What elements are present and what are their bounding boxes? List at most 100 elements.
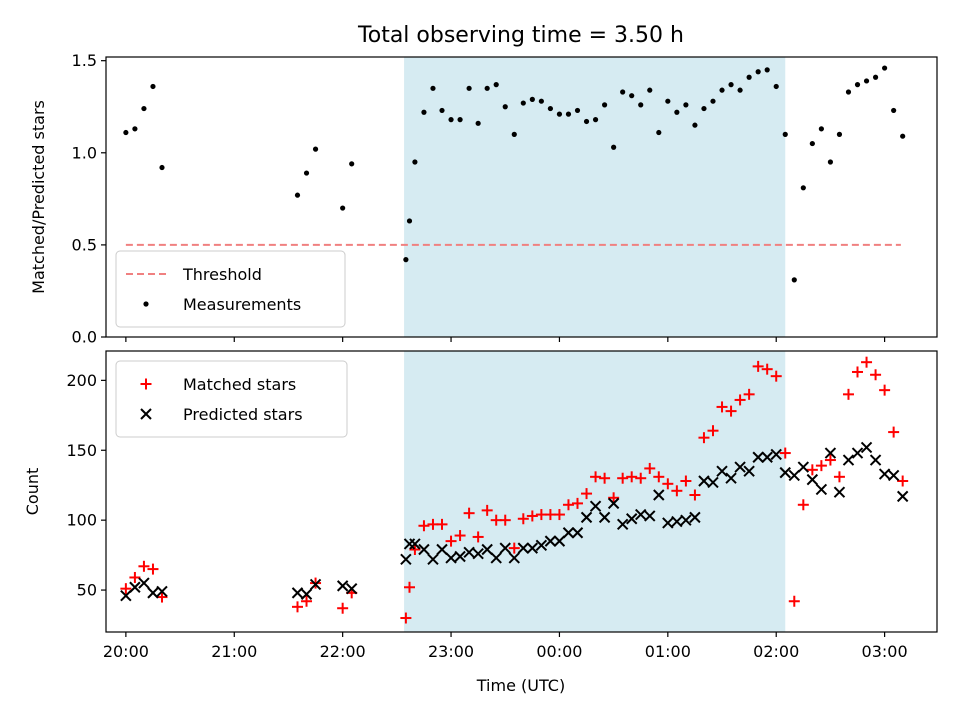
- x-tick-label: 23:00: [428, 642, 474, 661]
- marker-stroke: [671, 515, 683, 528]
- data-point: [683, 102, 689, 108]
- y-tick-label: 200: [66, 371, 97, 390]
- data-point: [508, 542, 520, 554]
- data-point: [842, 454, 855, 466]
- marker-stroke: [129, 581, 141, 593]
- data-point: [309, 578, 322, 591]
- marker-stroke: [336, 580, 349, 592]
- marker-stroke: [824, 447, 837, 459]
- data-point: [806, 464, 818, 476]
- data-point: [896, 490, 909, 503]
- data-point: [770, 370, 782, 382]
- data-point: [574, 107, 581, 114]
- marker-stroke: [598, 511, 611, 524]
- data-point: [734, 394, 746, 406]
- data-point: [454, 530, 466, 542]
- data-point: [671, 515, 683, 528]
- data-point: [294, 192, 301, 198]
- data-point: [159, 164, 165, 171]
- data-point: [725, 472, 737, 484]
- legend-label: Predicted stars: [183, 405, 303, 424]
- x-tick-label: 03:00: [862, 642, 908, 661]
- marker-stroke: [815, 483, 828, 496]
- data-point: [484, 85, 490, 91]
- marker-stroke: [544, 535, 557, 547]
- data-point: [860, 441, 873, 454]
- marker-stroke: [436, 543, 448, 556]
- data-point: [141, 105, 147, 112]
- data-point: [156, 585, 168, 598]
- data-point: [129, 571, 141, 583]
- data-point: [870, 369, 882, 381]
- data-point: [345, 582, 358, 595]
- data-point: [897, 475, 909, 487]
- data-point: [818, 126, 824, 132]
- marker-stroke: [571, 527, 584, 539]
- data-point: [301, 595, 313, 607]
- marker-stroke: [707, 476, 719, 489]
- marker-stroke: [400, 553, 412, 566]
- data-point: [824, 454, 836, 466]
- data-point: [665, 98, 671, 104]
- data-point: [481, 543, 493, 556]
- data-point: [129, 581, 141, 593]
- marker-stroke: [770, 448, 782, 461]
- data-point: [421, 109, 427, 115]
- data-point: [472, 531, 484, 543]
- data-point: [403, 581, 415, 593]
- data-point: [716, 465, 728, 477]
- marker-stroke: [562, 527, 575, 539]
- legend: Threshold Measurements: [115, 250, 346, 328]
- data-point: [418, 520, 430, 532]
- marker-stroke: [607, 497, 620, 510]
- legend-label: Measurements: [183, 295, 301, 314]
- legend-swatch: [143, 301, 149, 307]
- marker-stroke: [156, 585, 168, 598]
- data-point: [526, 510, 538, 522]
- data-point: [349, 161, 355, 167]
- data-point: [743, 388, 755, 400]
- data-point: [779, 447, 791, 459]
- data-point: [138, 577, 150, 589]
- marker-stroke: [689, 511, 701, 524]
- data-point: [291, 587, 304, 599]
- data-point: [529, 96, 535, 102]
- data-point: [851, 447, 864, 459]
- data-point: [418, 543, 430, 556]
- data-point: [616, 518, 629, 531]
- marker-stroke: [644, 510, 656, 522]
- data-point: [409, 544, 421, 556]
- highlight-span: [404, 57, 786, 337]
- data-point: [671, 485, 683, 497]
- data-point: [132, 126, 138, 132]
- data-point: [337, 602, 349, 614]
- marker-stroke: [716, 465, 728, 477]
- legend-swatch: [140, 408, 152, 420]
- data-point: [526, 542, 539, 554]
- data-point: [547, 105, 554, 112]
- data-point: [538, 98, 544, 104]
- axes-frame: [105, 56, 938, 338]
- marker-stroke: [878, 468, 891, 480]
- y-tick-label: 50: [77, 581, 97, 600]
- data-point: [773, 83, 779, 90]
- data-point: [400, 612, 412, 624]
- data-point: [445, 535, 457, 547]
- data-point: [626, 471, 638, 483]
- marker-stroke: [779, 466, 791, 479]
- data-point: [590, 471, 602, 483]
- data-point: [653, 489, 665, 501]
- data-point: [445, 552, 457, 564]
- data-point: [882, 65, 888, 71]
- data-point: [583, 118, 590, 125]
- data-point: [147, 587, 159, 599]
- data-point: [138, 560, 150, 572]
- data-point: [617, 472, 629, 484]
- marker-stroke: [806, 473, 819, 486]
- data-point: [571, 527, 584, 539]
- x-tick-label: 22:00: [320, 642, 366, 661]
- data-point: [797, 461, 810, 473]
- data-point: [852, 366, 864, 378]
- marker-stroke: [589, 500, 602, 512]
- data-point: [457, 117, 463, 123]
